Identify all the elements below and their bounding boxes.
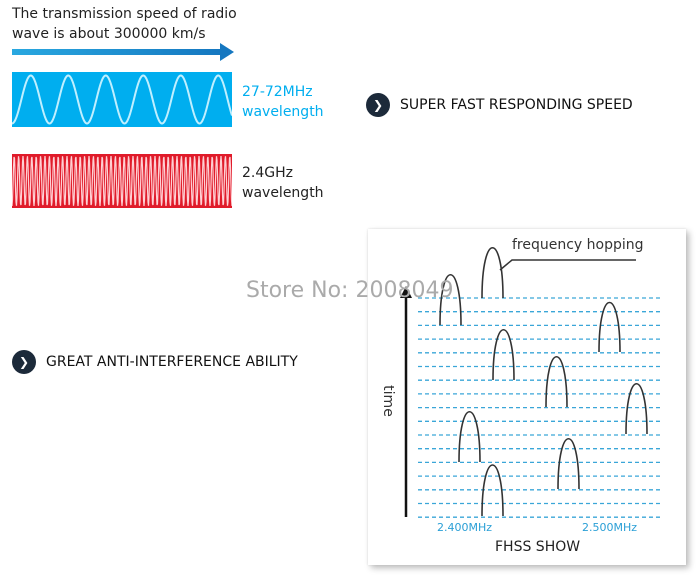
callout-line bbox=[499, 259, 636, 271]
frequency-hop-pulse bbox=[481, 464, 504, 517]
watermark: Store No: 2008049 bbox=[246, 278, 454, 303]
freq-low-label: 2.400MHz bbox=[437, 521, 493, 534]
callout-label: frequency hopping bbox=[512, 237, 644, 253]
feature-fast-response: ❯ SUPER FAST RESPONDING SPEED bbox=[366, 93, 633, 117]
chevron-right-icon: ❯ bbox=[12, 350, 36, 374]
arrow-up-icon bbox=[400, 286, 412, 298]
fhss-panel bbox=[368, 229, 686, 565]
frequency-hop-pulse bbox=[458, 411, 481, 463]
time-label: time bbox=[379, 385, 396, 417]
fhss-title: FHSS SHOW bbox=[495, 539, 581, 555]
frequency-hop-pulse bbox=[625, 383, 648, 435]
frequency-hop-pulse bbox=[492, 329, 515, 381]
frequency-hop-pulse bbox=[545, 356, 568, 408]
frequency-hop-pulse bbox=[557, 438, 580, 490]
high-frequency-wave bbox=[12, 154, 232, 208]
frequency-hop-pulse bbox=[439, 274, 462, 326]
low-band-label: 27-72MHz wavelength bbox=[242, 84, 324, 120]
frequency-hop-pulse bbox=[481, 247, 504, 299]
feature-anti-interference: ❯ GREAT ANTI-INTERFERENCE ABILITY bbox=[12, 350, 298, 374]
high-band-label: 2.4GHz wavelength bbox=[242, 165, 324, 201]
intro-text: The transmission speed of radio wave is … bbox=[12, 6, 237, 42]
frequency-hop-pulse bbox=[598, 301, 621, 353]
low-frequency-wave bbox=[12, 72, 232, 127]
freq-high-label: 2.500MHz bbox=[582, 521, 638, 534]
chevron-right-icon: ❯ bbox=[366, 93, 390, 117]
speed-arrow-icon bbox=[12, 43, 234, 61]
